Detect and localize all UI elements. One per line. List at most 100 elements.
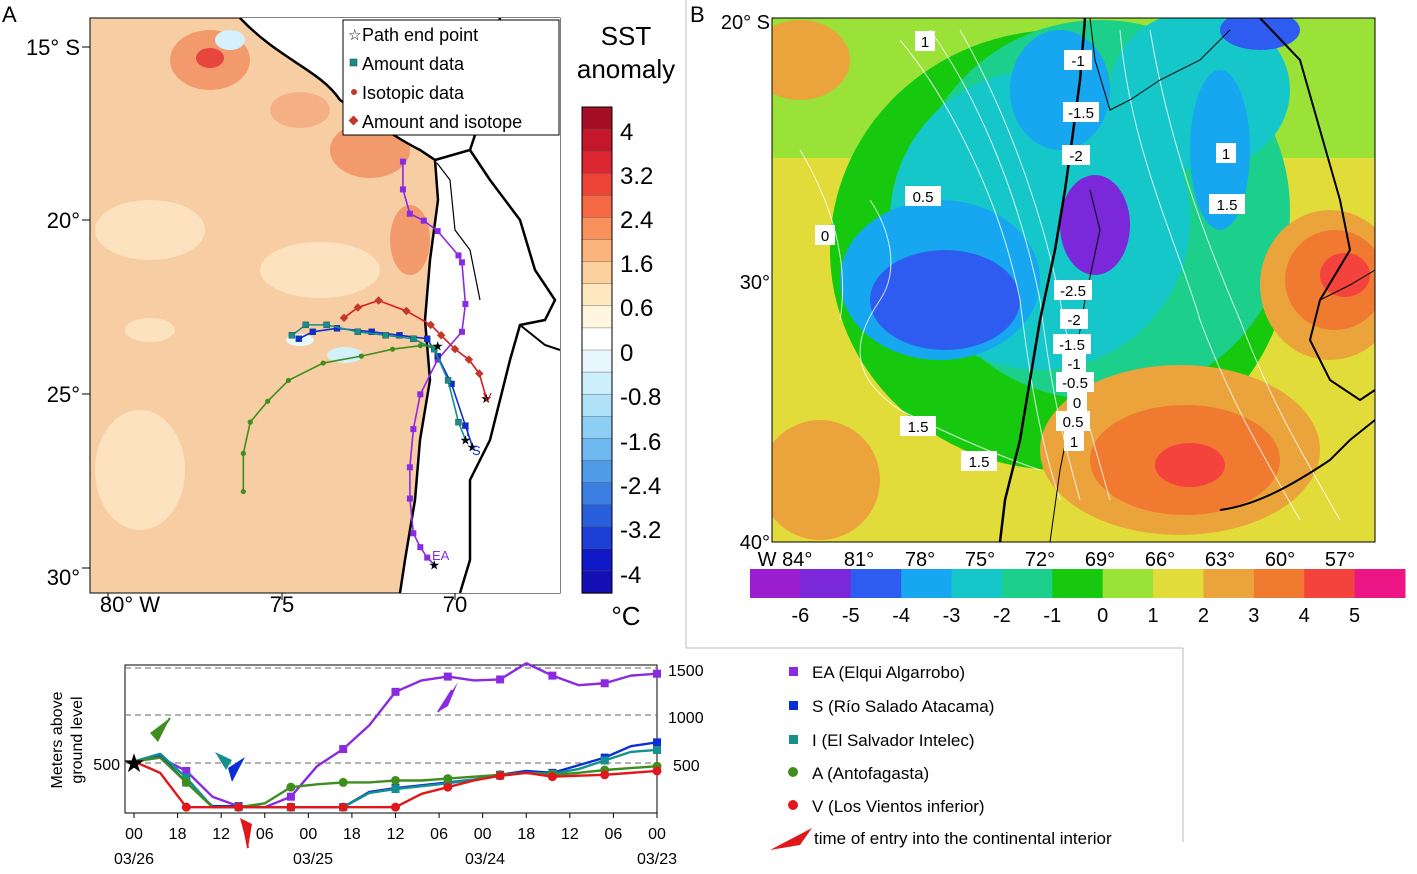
trajectory-i	[291, 324, 467, 440]
sst-colorbar: SST anomaly 4 3.2 2.4 1.6 0.6 0 -0.8 -1.6 -2.4 -3…	[577, 21, 675, 631]
legend-marker-ea	[789, 667, 798, 676]
lon-tick-label: 75°	[965, 549, 995, 571]
amount-data-marker	[420, 217, 427, 224]
anomaly-colorbar: -6 -5 -4 -3 -2 -1 0 1 2 3 4 5	[750, 569, 1406, 627]
lon-tick-label: 60°	[1265, 549, 1295, 571]
height-marker	[653, 745, 661, 754]
height-marker	[653, 738, 661, 747]
amount-isotope-marker	[374, 296, 383, 305]
panel-a-legend: ☆ Path end point Amount data Isotopic da…	[342, 19, 560, 136]
amount-isotope-marker	[450, 344, 460, 354]
isotopic-data-marker	[320, 360, 326, 366]
colorbar-tick-label: -1	[1043, 605, 1061, 627]
height-marker	[286, 782, 296, 792]
lat-tick-label: 20°	[47, 208, 80, 233]
contour-label-box	[1053, 334, 1091, 354]
x-tick-label: 12	[387, 826, 405, 843]
amount-data-marker	[295, 335, 303, 342]
amount-data-marker	[434, 356, 441, 363]
land-mass	[240, 18, 560, 593]
colorbar-segment	[850, 569, 902, 598]
contour-line	[1119, 29, 1301, 521]
colorbar-segment	[581, 327, 613, 351]
contour-label: 1.5	[969, 454, 990, 471]
amount-data-marker	[458, 259, 465, 266]
contour-line	[859, 199, 1041, 471]
panel-c-legend: EA (Elqui Algarrobo) S (Río Salado Ataca…	[770, 663, 1112, 850]
height-marker	[181, 777, 191, 787]
height-marker	[443, 774, 453, 784]
x-tick-label: 06	[430, 826, 448, 843]
legend-marker-v	[788, 800, 798, 810]
height-marker	[391, 687, 400, 696]
legend-star-icon: ☆	[348, 27, 361, 44]
contour-label: -1	[1067, 356, 1080, 373]
colorbar-unit: °C	[611, 601, 640, 631]
country-border	[519, 324, 561, 351]
colorbar-tick-label: -2	[993, 605, 1011, 627]
amount-data-marker	[309, 328, 316, 336]
legend-label: A (Antofagasta)	[812, 764, 929, 783]
contour-label-box	[815, 225, 835, 245]
lon-tick-label: 70	[443, 592, 467, 617]
legend-label: S (Río Salado Atacama)	[812, 697, 994, 716]
colorbar-segment	[1001, 569, 1053, 598]
contour-label: -1.5	[1059, 337, 1085, 354]
legend-square-icon	[349, 58, 358, 67]
amount-data-marker	[462, 301, 469, 308]
contour-label-box	[1056, 411, 1090, 431]
legend-label: Amount and isotope	[362, 112, 522, 132]
height-marker	[338, 777, 348, 787]
contour-label-box	[1054, 280, 1092, 300]
colorbar-segment	[901, 569, 953, 598]
colorbar-segment	[1304, 569, 1356, 598]
legend-label: Path end point	[362, 25, 478, 45]
colorbar-segment	[581, 106, 613, 130]
legend-box	[342, 19, 560, 136]
height-marker	[652, 766, 662, 776]
date-label: 03/24	[465, 851, 505, 868]
legend-label: Amount data	[362, 54, 465, 74]
contour-line	[929, 29, 1081, 501]
lon-tick-label: 57°	[1325, 549, 1355, 571]
station-label-i: I	[466, 424, 470, 439]
contour-label: 1.5	[908, 419, 929, 436]
lon-tick-label: 81°	[844, 549, 874, 571]
height-marker	[600, 756, 609, 765]
date-label: 03/26	[114, 851, 154, 868]
amount-data-marker	[288, 332, 296, 339]
arrow-icon	[215, 752, 232, 770]
contour-label: 1	[921, 34, 929, 51]
height-marker	[286, 792, 295, 801]
x-tick-label: 18	[343, 826, 361, 843]
path-end-star-icon: ★	[432, 339, 444, 354]
trajectory-v	[343, 299, 487, 399]
panel-b-lat-axis: 20° S 30° 40°	[721, 12, 770, 554]
arrow-shaft	[155, 717, 171, 739]
contour-label: -1.5	[1068, 105, 1094, 122]
colorbar-segment	[1153, 569, 1204, 598]
colorbar-tick-label: 3.2	[620, 163, 653, 190]
sst-neutral-patch	[125, 318, 175, 342]
amount-data-marker	[302, 321, 309, 329]
legend-marker-s	[789, 701, 798, 710]
colorbar-segment	[581, 150, 613, 174]
y-tick-label-right: 1000	[668, 710, 704, 727]
isotopic-data-marker	[247, 419, 253, 425]
path-end-star-icon: ★	[480, 391, 492, 406]
colorbar-title: SST	[601, 21, 652, 51]
anomaly-zone	[1320, 253, 1370, 297]
panel-c: Meters above ground level 500 1500 1000 …	[49, 662, 1112, 868]
colorbar-tick-label: 2	[1198, 605, 1209, 627]
panel-b-label: B	[690, 2, 705, 27]
amount-data-marker	[462, 422, 469, 429]
height-marker	[338, 802, 348, 812]
trajectory-a	[242, 344, 438, 492]
contour-label: -2	[1067, 312, 1080, 329]
height-marker	[443, 672, 452, 681]
amount-data-marker	[410, 426, 417, 433]
colorbar-tick-label: 0.6	[620, 295, 653, 322]
x-tick-labels: 00 18 12 06 00 18 12 06 00 18 12 06 00	[125, 813, 666, 843]
contour-label-box	[1064, 50, 1092, 70]
